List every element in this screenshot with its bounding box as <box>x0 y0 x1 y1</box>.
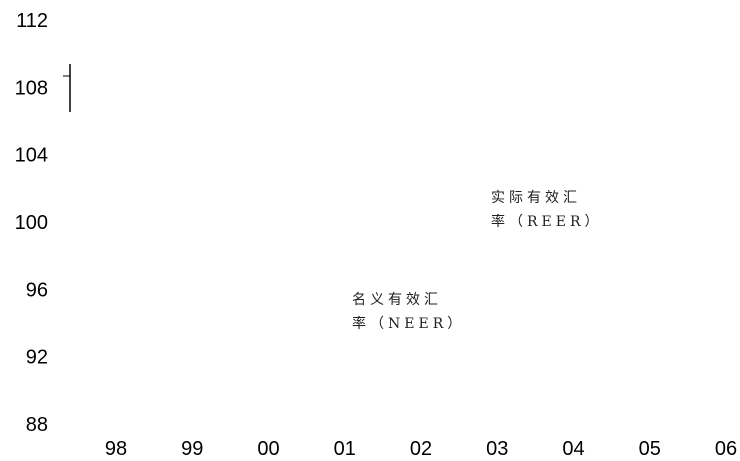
y-tick-label: 100 <box>15 212 48 234</box>
reer-annotation-line2: 率（REER） <box>491 214 603 230</box>
x-tick-label: 04 <box>562 438 584 460</box>
y-tick-label: 96 <box>26 279 48 301</box>
y-tick-labels: 112 108 104 100 96 92 88 <box>15 10 48 436</box>
y-axis <box>63 64 71 112</box>
x-tick-label: 03 <box>486 438 508 460</box>
x-tick-label: 06 <box>715 438 737 460</box>
neer-annotation-line1: 名义有效汇 <box>352 292 442 308</box>
y-tick-label: 88 <box>26 414 48 436</box>
neer-annotation-line2: 率（NEER） <box>352 316 466 332</box>
y-tick-label: 104 <box>15 145 48 167</box>
x-tick-label: 02 <box>410 438 432 460</box>
y-tick-label: 112 <box>16 10 48 32</box>
reer-annotation: 实际有效汇 率（REER） <box>491 186 603 234</box>
x-tick-labels: 98 99 00 01 02 03 04 05 06 <box>105 438 737 460</box>
reer-annotation-line1: 实际有效汇 <box>491 190 581 206</box>
x-tick-label: 99 <box>181 438 203 460</box>
x-tick-label: 01 <box>334 438 356 460</box>
y-tick-label: 92 <box>26 347 48 369</box>
x-tick-label: 05 <box>639 438 661 460</box>
x-tick-label: 00 <box>257 438 279 460</box>
x-tick-label: 98 <box>105 438 127 460</box>
neer-annotation: 名义有效汇 率（NEER） <box>352 288 465 336</box>
y-tick-label: 108 <box>15 77 48 99</box>
